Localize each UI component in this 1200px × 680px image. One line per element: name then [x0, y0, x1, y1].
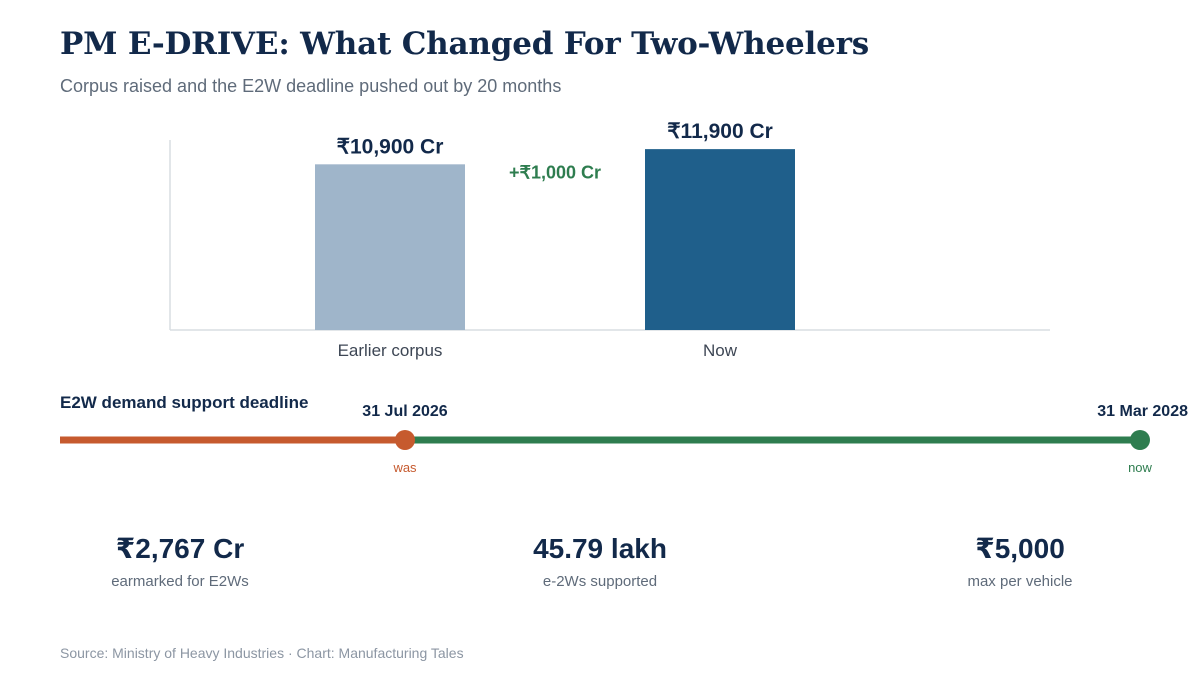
stats-row: ₹2,767 Cr earmarked for E2Ws 45.79 lakh …	[0, 532, 1200, 602]
bar-earlier-corpus	[315, 164, 465, 330]
bar-now	[645, 149, 795, 330]
bar-value-label: ₹11,900 Cr	[667, 120, 773, 143]
corpus-increase-annotation: +₹1,000 Cr	[509, 163, 601, 183]
x-tick-label: Now	[703, 341, 738, 360]
timeline-date-now: 31 Mar 2028	[1097, 403, 1188, 420]
timeline-tag-was: was	[392, 460, 417, 475]
stat-e2ws-supported: 45.79 lakh e-2Ws supported	[450, 532, 750, 590]
timeline-tag-now: now	[1128, 460, 1152, 475]
bar-value-label: ₹10,900 Cr	[337, 135, 444, 158]
corpus-bar-chart: ₹10,900 Cr Earlier corpus ₹11,900 Cr Now +₹1…	[169, 120, 1050, 360]
stat-value: ₹2,767 Cr	[115, 533, 245, 564]
x-tick-label: Earlier corpus	[338, 341, 443, 360]
timeline-marker-now	[1130, 430, 1150, 450]
timeline-date-was: 31 Jul 2026	[362, 403, 448, 420]
timeline-marker-was	[395, 430, 415, 450]
deadline-timeline: 31 Jul 2026 31 Mar 2028 was now	[60, 403, 1188, 475]
stat-label: max per vehicle	[967, 573, 1073, 590]
stat-label: e-2Ws supported	[542, 573, 658, 590]
stat-e2w-earmarked: ₹2,767 Cr earmarked for E2Ws	[30, 532, 330, 590]
stat-label: earmarked for E2Ws	[111, 573, 249, 590]
source-note: Source: Ministry of Heavy Industries · C…	[60, 645, 464, 661]
chart-subtitle: Corpus raised and the E2W deadline pushe…	[60, 76, 562, 96]
deadline-timeline-title: E2W demand support deadline	[60, 393, 309, 412]
stat-value: 45.79 lakh	[533, 533, 667, 564]
stat-value: ₹5,000	[975, 533, 1065, 564]
stat-max-per-vehicle: ₹5,000 max per vehicle	[870, 532, 1170, 590]
chart-title: PM E-DRIVE: What Changed For Two-Wheeler…	[60, 26, 870, 62]
